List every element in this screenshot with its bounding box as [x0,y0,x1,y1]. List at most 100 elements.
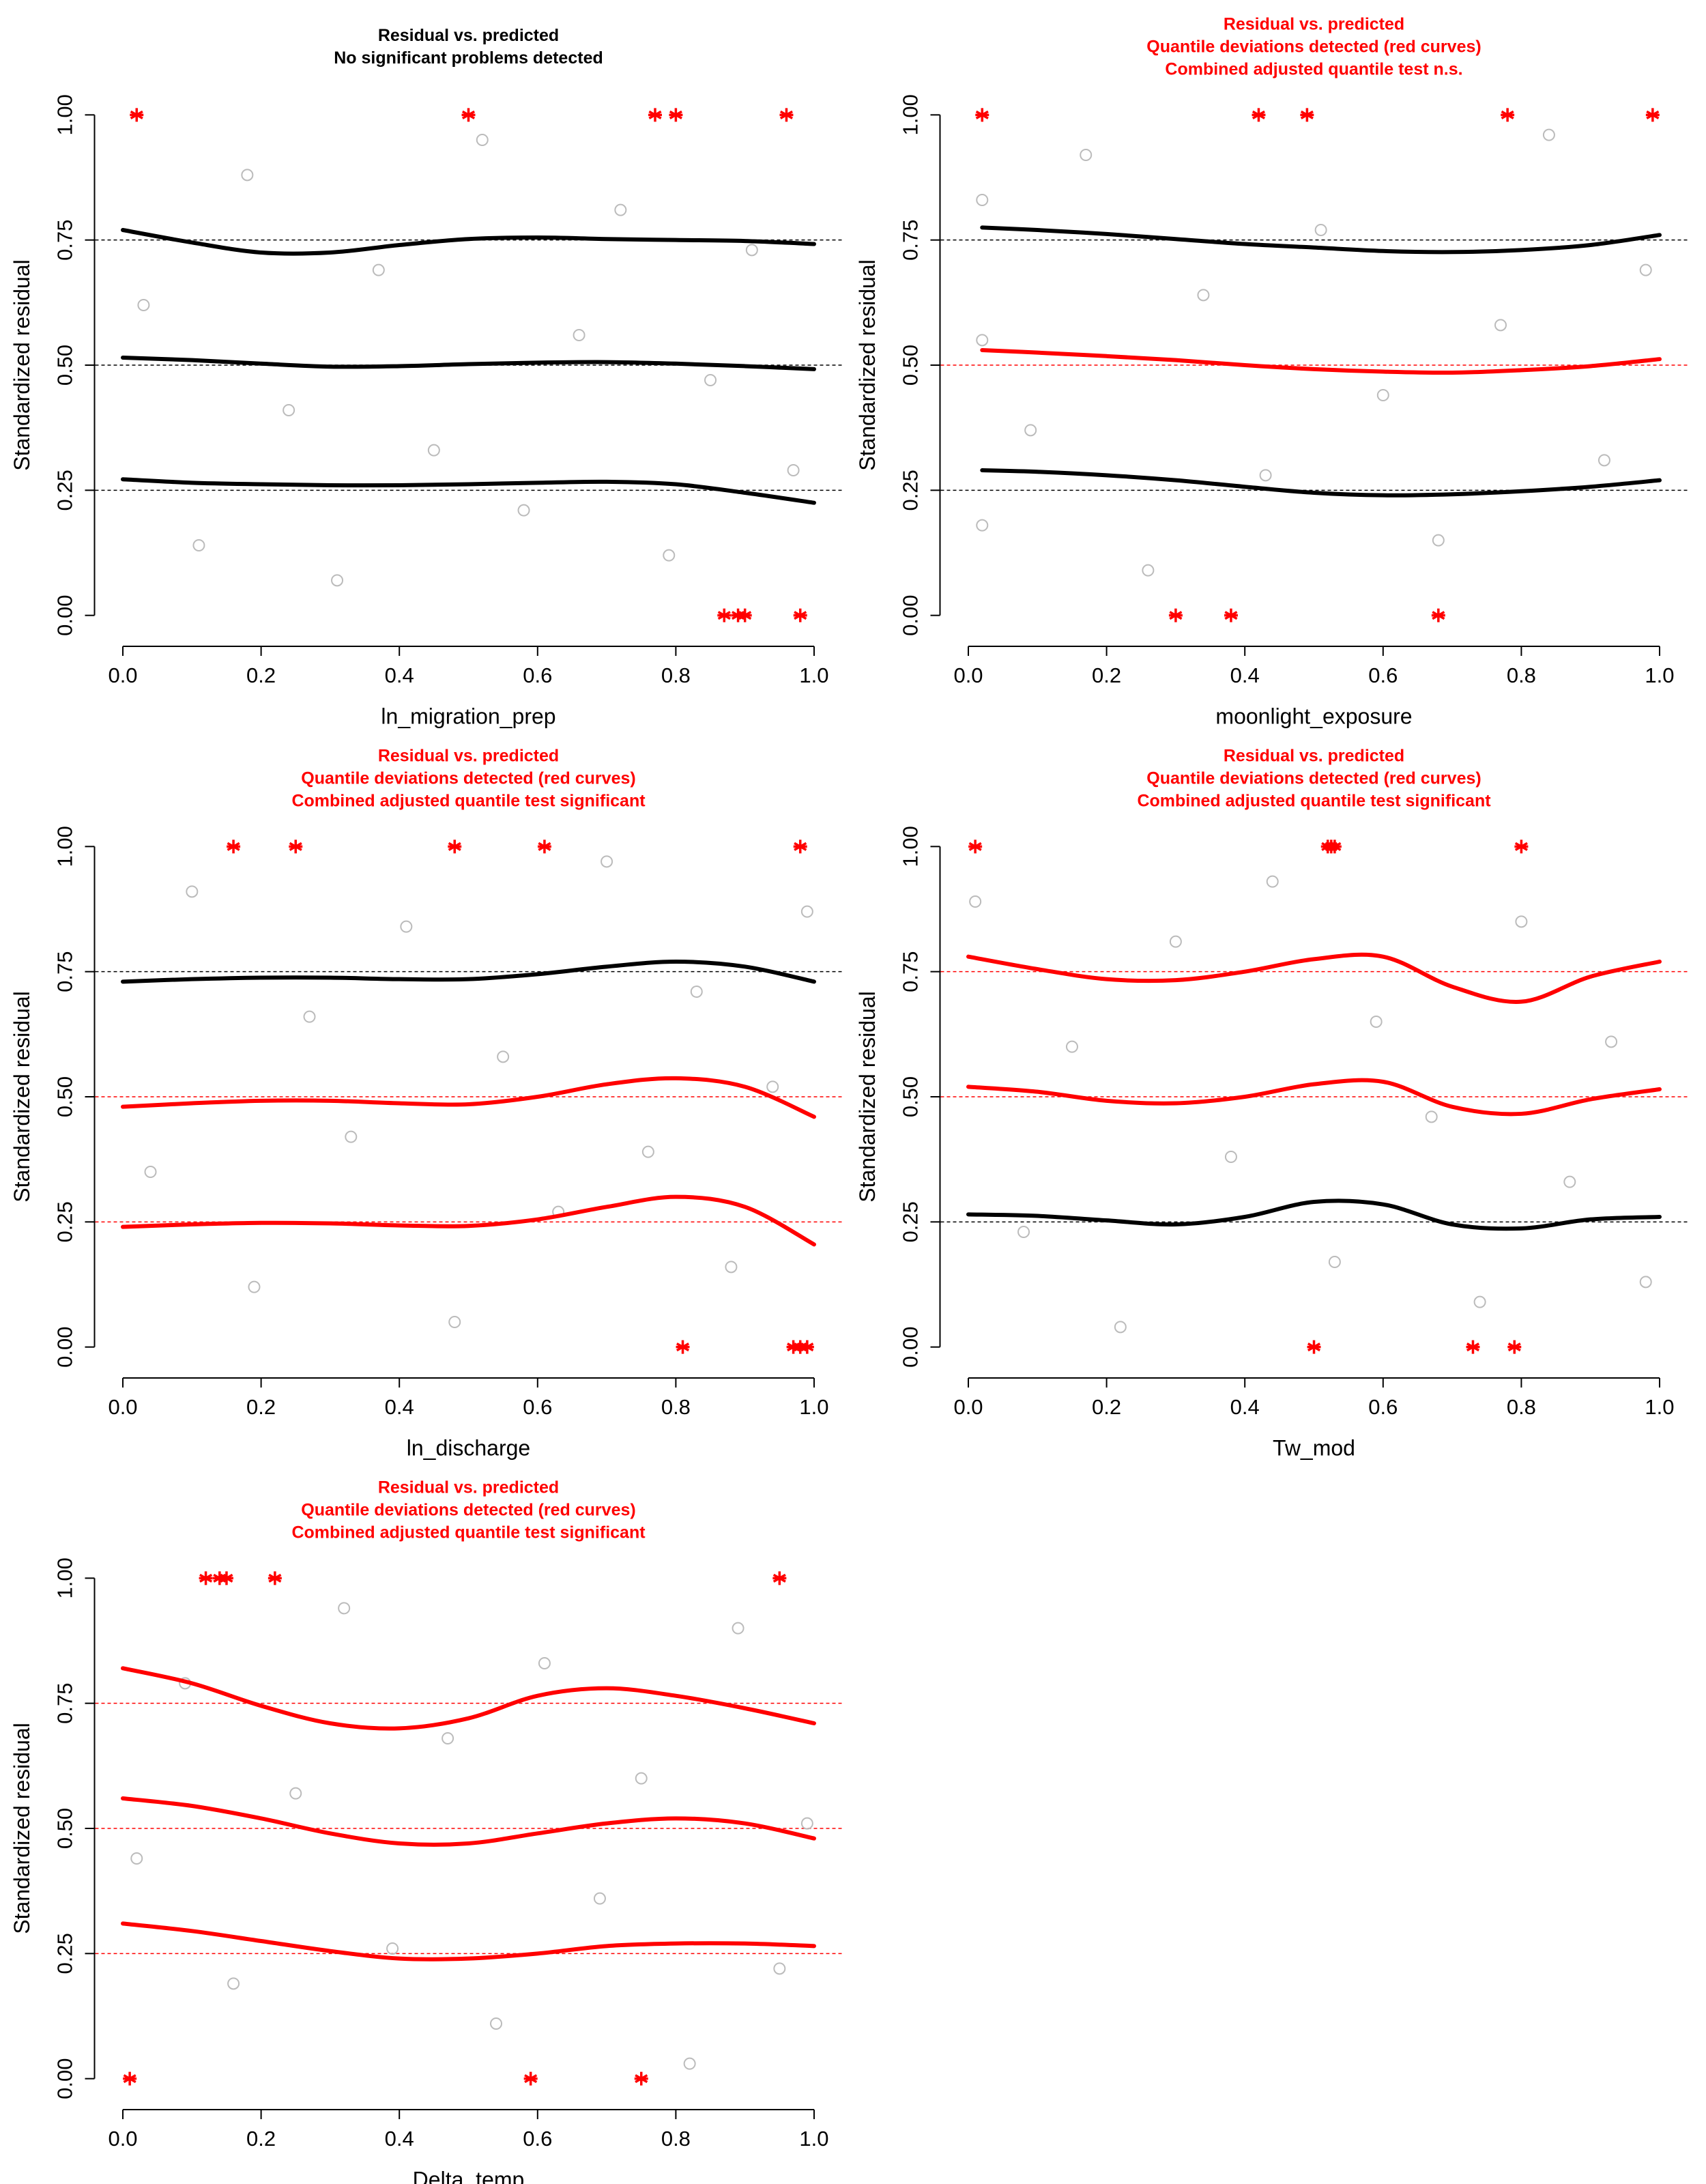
residual-point [192,539,205,551]
residual-point [573,329,585,341]
x-tick-label: 1.0 [799,2127,828,2151]
outlier-marker [669,108,683,122]
outlier-marker [779,108,794,122]
residual-point [517,504,530,517]
chart-title: Combined adjusted quantile test signific… [291,1523,646,1542]
outlier-marker [130,108,144,122]
outlier-marker [537,839,551,854]
outlier-marker [793,839,807,854]
y-tick-label: 0.25 [53,470,77,511]
residual-point [137,299,150,311]
chart-title: Quantile deviations detected (red curves… [301,1501,635,1520]
y-tick-label: 0.50 [53,1076,77,1117]
residual-point [800,905,813,918]
outlier-marker [717,608,732,622]
outlier-marker [1431,608,1445,622]
y-tick-label: 1.00 [899,94,923,135]
panel: 0.0 0.2 0.4 0.6 0.8 1.0 0.00 0.25 0.50 0.75 1.00 mo… [855,15,1688,728]
y-tick-label: 0.00 [899,1326,923,1367]
residual-point [690,986,703,998]
residual-point [1563,1175,1576,1188]
x-tick-label: 0.6 [523,663,552,687]
y-tick-label: 0.75 [53,1682,77,1723]
x-tick-label: 0.6 [523,1395,552,1419]
panel: 0.0 0.2 0.4 0.6 0.8 1.0 0.00 0.25 0.50 0.75 1.00 ln… [10,26,842,728]
residual-point [186,885,199,898]
y-tick-label: 0.75 [899,219,923,260]
x-tick-label: 0.0 [108,1395,137,1419]
y-tick-label: 0.25 [899,1201,923,1242]
x-tick-label: 0.2 [1092,663,1121,687]
residual-point [1597,454,1610,467]
residual-point [338,1602,351,1615]
quantile-curve [980,348,1662,375]
outlier-marker [523,2071,538,2086]
outlier-marker [786,1340,800,1354]
y-tick-label: 0.00 [53,1326,77,1367]
chart-title: Quantile deviations detected (red curves… [301,769,635,788]
y-tick-label: 1.00 [53,1557,77,1598]
quantile-curve [966,1198,1662,1231]
outlier-marker [676,1340,690,1354]
outlier-marker [1645,108,1660,122]
residual-point [683,2057,696,2070]
residual-point [130,1852,143,1865]
y-tick-label: 0.50 [899,345,923,386]
x-axis-label: Tw_mod [1273,1435,1355,1460]
residual-point [1259,469,1272,482]
residual-point [766,1080,779,1093]
outlier-marker [1466,1340,1480,1354]
outlier-marker [268,1571,282,1585]
outlier-marker [738,608,752,622]
quantile-curve [121,1194,816,1247]
panel: 0.0 0.2 0.4 0.6 0.8 1.0 0.00 0.25 0.50 0.75 1.00 ln… [10,747,842,1460]
quantile-curve [980,225,1662,255]
x-tick-label: 0.0 [953,663,983,687]
quantile-curve [121,1076,816,1119]
y-axis-label: Standardized residual [10,991,34,1203]
x-tick-label: 0.8 [1507,1395,1536,1419]
residual-point [400,920,413,933]
x-tick-label: 1.0 [1645,663,1674,687]
y-axis-label: Standardized residual [855,259,880,471]
residual-point [372,263,385,276]
x-tick-label: 0.0 [108,2127,137,2151]
chart-title: Residual vs. predicted [1224,15,1404,34]
residual-point [345,1130,358,1143]
residual-point [614,203,627,216]
residual-point [1432,534,1445,547]
residual-point [538,1657,551,1669]
residual-point [490,2017,503,2030]
y-tick-label: 0.75 [899,951,923,992]
x-tick-label: 0.6 [523,2127,552,2151]
outlier-marker [448,839,462,854]
residual-point [331,574,344,587]
chart-title: No significant problems detected [334,48,603,68]
residual-point [386,1942,399,1955]
chart-title: Combined adjusted quantile test signific… [1137,792,1491,811]
x-tick-label: 0.6 [1368,1395,1398,1419]
outlier-marker [199,1571,213,1585]
chart-title: Combined adjusted quantile test n.s. [1165,60,1462,79]
residual-point [641,1145,654,1158]
y-tick-label: 0.75 [53,951,77,992]
y-tick-label: 1.00 [899,826,923,867]
residual-point [1017,1226,1030,1238]
x-tick-label: 0.2 [246,2127,276,2151]
residual-point [1169,935,1182,948]
y-tick-label: 0.25 [53,1201,77,1242]
residual-point [1266,875,1279,888]
outlier-marker [289,839,303,854]
y-axis-label: Standardized residual [10,259,34,471]
x-axis-label: moonlight_exposure [1215,704,1412,728]
outlier-marker [1327,839,1342,854]
residual-point [1515,915,1528,928]
y-tick-label: 0.50 [53,345,77,386]
residual-point [1024,424,1037,437]
residual-point [601,855,613,868]
residual-point [635,1772,648,1785]
outlier-marker [1224,608,1238,622]
quantile-curve [121,1666,816,1731]
residual-point [144,1166,157,1178]
x-tick-label: 0.8 [661,1395,691,1419]
